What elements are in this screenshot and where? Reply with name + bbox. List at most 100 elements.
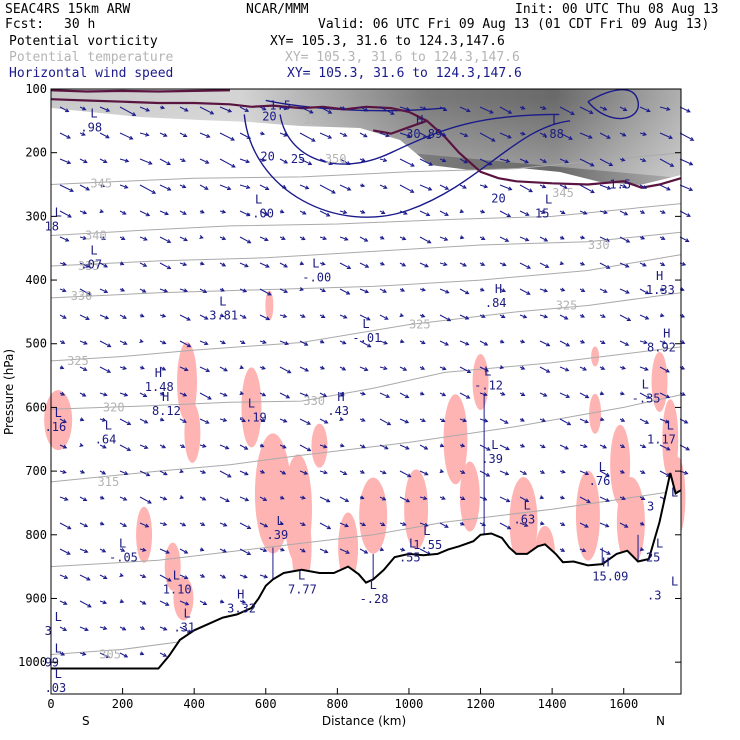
wind-vector-299 bbox=[339, 443, 345, 448]
wind-vector-354 bbox=[399, 470, 412, 478]
wind-vector-405 bbox=[459, 418, 468, 423]
wind-vector-330 bbox=[379, 314, 389, 320]
wind-vector-370 bbox=[419, 418, 426, 423]
wind-vector-70 bbox=[119, 210, 127, 215]
hl-value-25: .39 bbox=[267, 528, 289, 542]
wind-vector-569 bbox=[659, 158, 675, 167]
wind-vector-271 bbox=[319, 184, 336, 194]
wind-vector-494 bbox=[559, 522, 566, 526]
hl-label-2: L.07 bbox=[80, 244, 102, 272]
wind-vector-220 bbox=[259, 288, 272, 296]
wind-vector-75 bbox=[119, 340, 128, 345]
wind-vector-15 bbox=[59, 496, 69, 501]
wind-vector-563 bbox=[639, 470, 646, 474]
legend-pv-name: Potential vorticity bbox=[9, 34, 158, 49]
fcst-value: 30 h bbox=[64, 17, 96, 32]
wind-vector-102 bbox=[139, 470, 151, 477]
wind-vector-306 bbox=[359, 157, 366, 162]
hl-mark-5: L bbox=[219, 295, 226, 309]
hl-mark-9: H bbox=[663, 326, 670, 340]
wind-vector-256 bbox=[299, 261, 305, 266]
wind-vector-360 bbox=[419, 158, 434, 166]
wind-vector-309 bbox=[359, 236, 369, 242]
wind-vector-240 bbox=[279, 313, 288, 319]
wind-vector-204 bbox=[239, 391, 245, 396]
hl-label-38: L.03 bbox=[45, 667, 67, 695]
pv-shade-26 bbox=[589, 393, 602, 434]
wind-vector-277 bbox=[319, 339, 325, 344]
wind-vector-475 bbox=[539, 469, 546, 474]
wind-vector-153 bbox=[199, 106, 215, 115]
wind-vector-65 bbox=[99, 652, 111, 659]
hl-value-3: -.00 bbox=[245, 207, 274, 221]
wind-vector-185 bbox=[219, 417, 228, 423]
wind-vector-412 bbox=[479, 158, 493, 166]
wind-vector-258 bbox=[299, 314, 306, 318]
wind-vector-144 bbox=[179, 418, 187, 423]
wind-vector-84 bbox=[119, 573, 124, 578]
wind-vector-3 bbox=[59, 184, 74, 192]
hl-mark-34: L bbox=[298, 568, 305, 582]
x-tick-label-4: 800 bbox=[327, 697, 349, 711]
hl-label-40: L3 bbox=[647, 486, 678, 514]
wind-vector-578 bbox=[659, 392, 671, 399]
wind-vector-173 bbox=[219, 106, 233, 113]
wind-vector-586 bbox=[679, 184, 694, 192]
wind-vector-14 bbox=[59, 469, 67, 474]
wind-vector-407 bbox=[459, 470, 466, 474]
wind-vector-580 bbox=[659, 444, 671, 451]
wind-vector-552 bbox=[639, 184, 648, 189]
wind-vector-206 bbox=[239, 444, 249, 450]
pv-shade-23 bbox=[662, 399, 679, 480]
wind-vector-500 bbox=[579, 210, 588, 215]
wind-vector-279 bbox=[319, 392, 328, 397]
wind-vector-534 bbox=[619, 157, 626, 162]
wind-vector-63 bbox=[99, 600, 108, 605]
wind-vector-136 bbox=[179, 210, 187, 215]
wind-vector-454 bbox=[519, 365, 526, 370]
wind-vector-378 bbox=[439, 158, 447, 163]
wind-vector-35 bbox=[79, 442, 84, 448]
wind-vector-337 bbox=[379, 496, 387, 501]
hl-value-39: .3 bbox=[647, 589, 661, 603]
wind-vector-433 bbox=[499, 262, 507, 267]
pv-contour-1 bbox=[50, 89, 231, 93]
wind-vector-167 bbox=[199, 469, 207, 474]
wind-vector-120 bbox=[159, 366, 167, 371]
hl-value-6: -.01 bbox=[352, 331, 381, 345]
wind-vector-155 bbox=[199, 158, 210, 164]
x-tick-label-0: 0 bbox=[47, 697, 54, 711]
wind-vector-23 bbox=[79, 131, 86, 136]
wind-vector-195 bbox=[239, 158, 251, 164]
wind-vector-471 bbox=[539, 366, 551, 373]
wind-vector-98 bbox=[139, 365, 145, 370]
wind-vector-358 bbox=[419, 106, 428, 111]
wind-vector-536 bbox=[619, 210, 629, 216]
fcst-label: Fcst: bbox=[5, 17, 45, 32]
wind-vector-137 bbox=[179, 236, 188, 242]
wind-vector-81 bbox=[119, 496, 128, 501]
wind-vector-392 bbox=[439, 522, 449, 528]
wind-vector-404 bbox=[459, 392, 471, 399]
pv-shade-22 bbox=[651, 351, 668, 412]
hl-value-11: 15 bbox=[535, 207, 549, 221]
wind-vector-248 bbox=[279, 520, 284, 526]
wind-vector-298 bbox=[339, 417, 344, 422]
wind-vector-135 bbox=[179, 184, 187, 189]
wind-vector-62 bbox=[99, 574, 108, 580]
wind-vector-394 bbox=[459, 132, 469, 138]
wind-vector-488 bbox=[559, 366, 570, 372]
wind-vector-356 bbox=[399, 522, 407, 527]
wind-vector-254 bbox=[299, 210, 307, 215]
hl-label-0: L.98 bbox=[80, 107, 102, 135]
y-tick-label-8: 900 bbox=[25, 591, 47, 605]
wind-vector-50 bbox=[99, 262, 108, 268]
wind-vector-46 bbox=[99, 158, 108, 163]
wind-vector-125 bbox=[159, 496, 168, 501]
wind-vector-411 bbox=[479, 132, 496, 142]
wind-vector-367 bbox=[419, 340, 426, 345]
wind-vector-262 bbox=[299, 418, 312, 425]
wind-vector-116 bbox=[159, 262, 172, 270]
wind-vector-460 bbox=[519, 522, 529, 527]
wind-vector-141 bbox=[179, 340, 192, 348]
